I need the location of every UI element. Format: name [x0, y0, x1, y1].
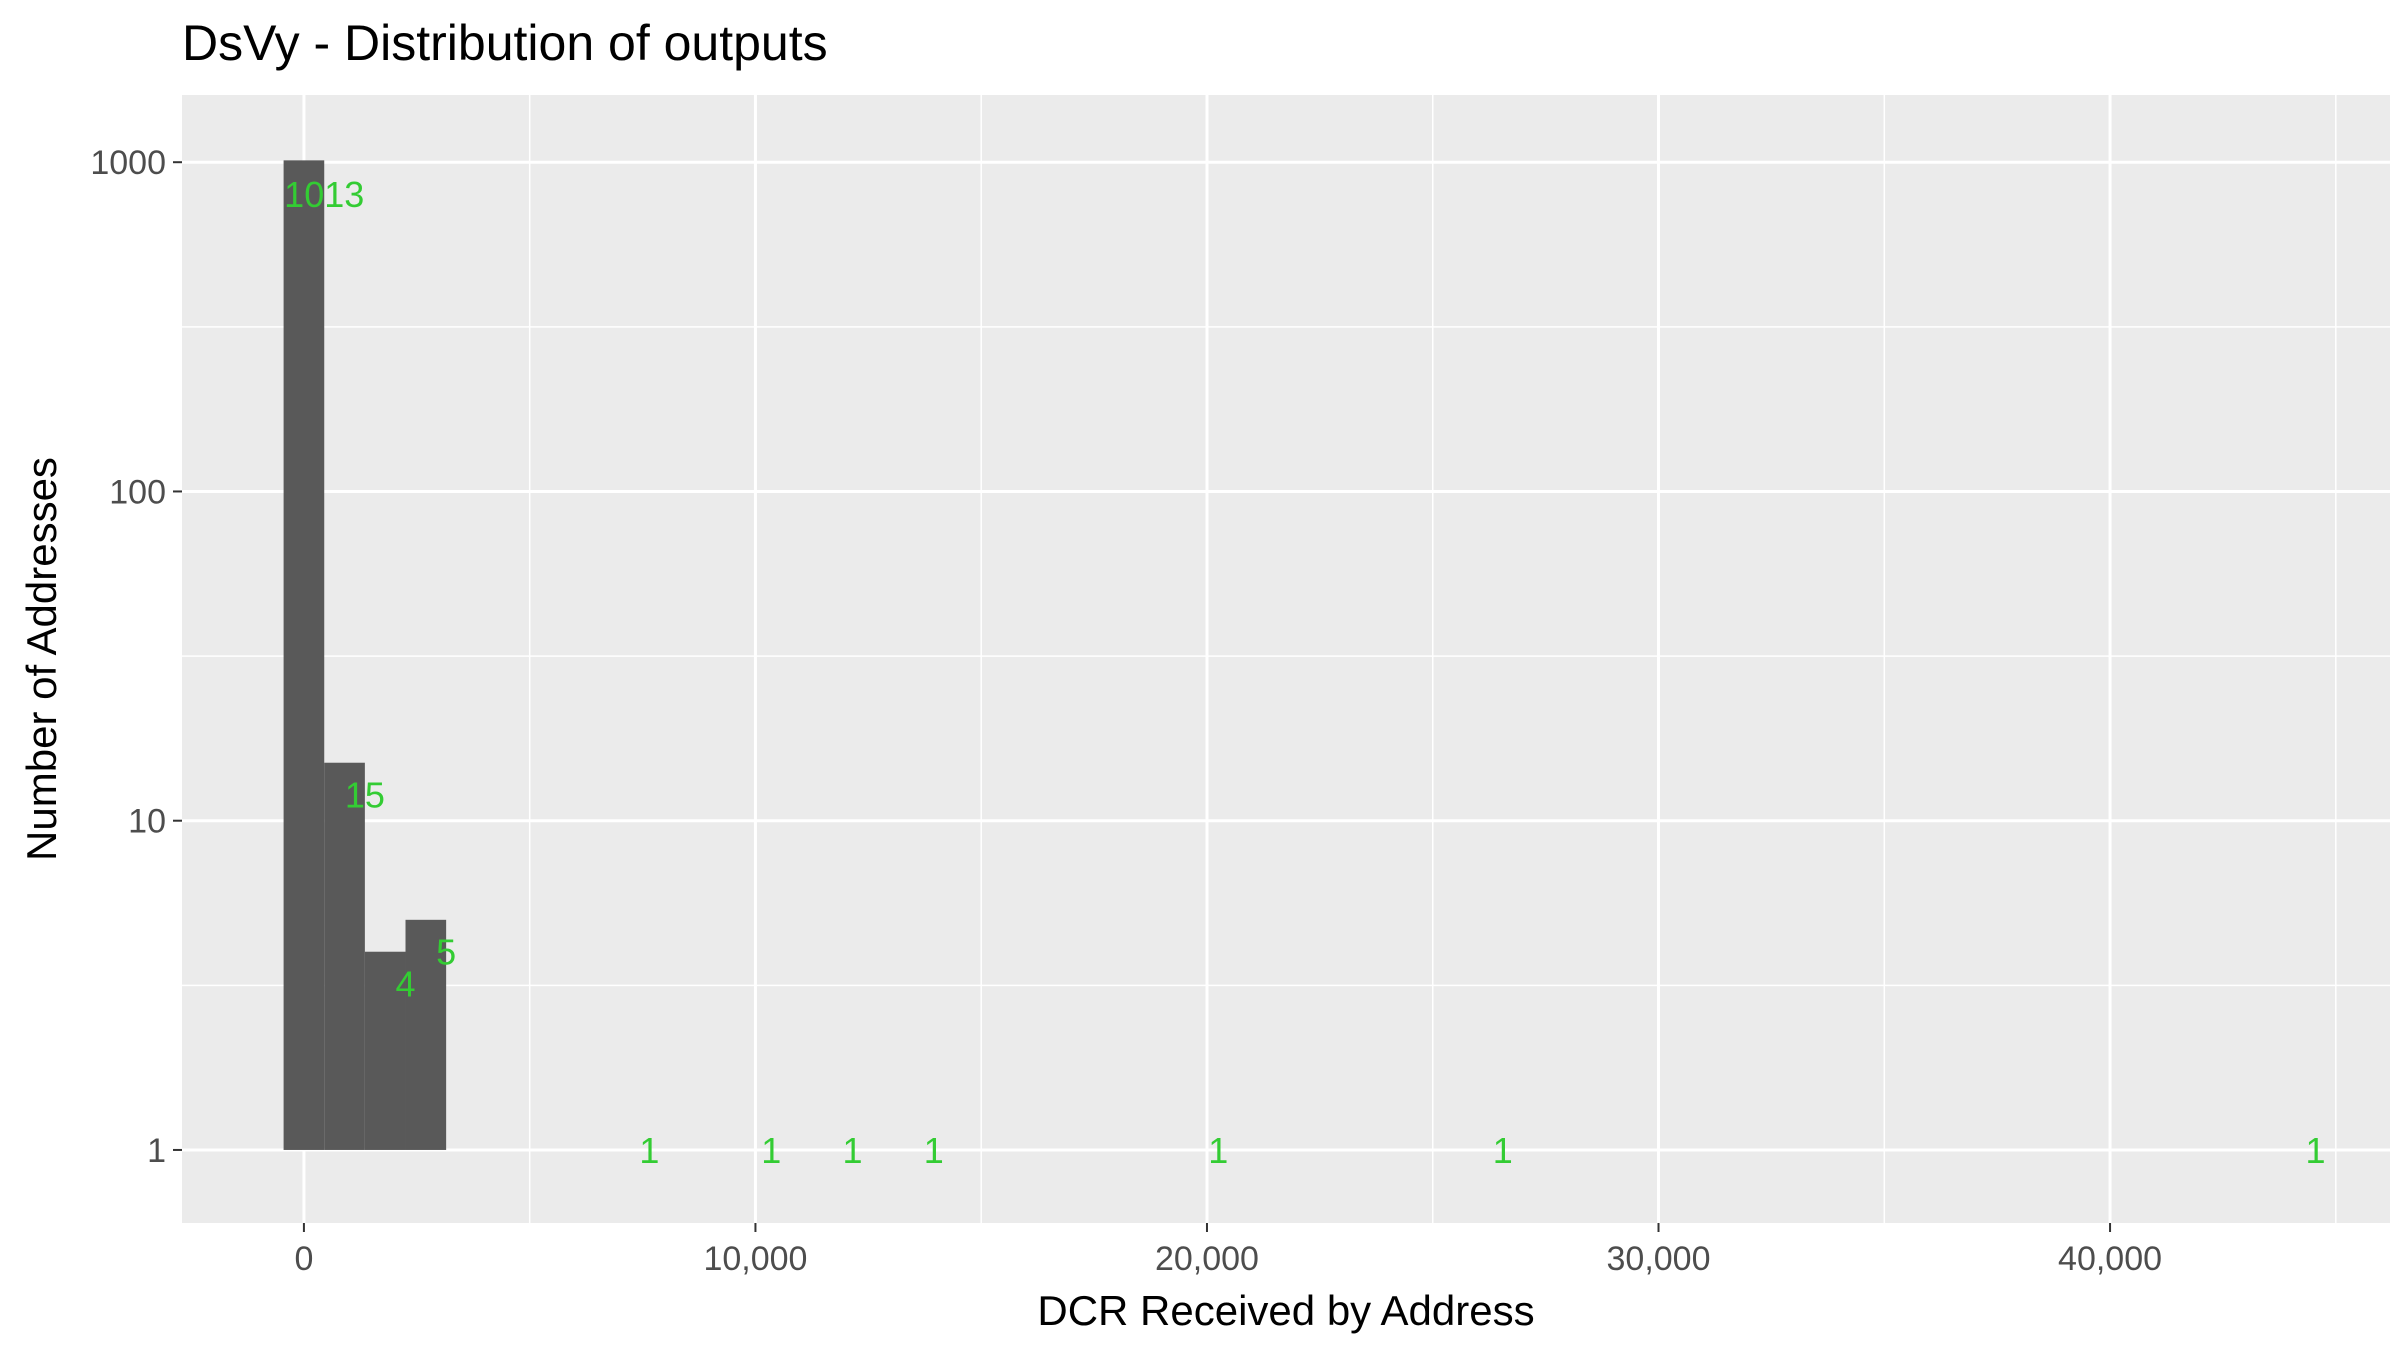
y-axis: 1 10 100 1000	[90, 144, 182, 1170]
x-tick-label: 0	[294, 1240, 313, 1278]
chart-title: DsVy - Distribution of outputs	[182, 15, 828, 71]
bar-count-label: 4	[395, 964, 415, 1005]
histogram-bar	[283, 160, 325, 1150]
bar-count-label: 5	[436, 932, 456, 973]
x-tick-label: 10,000	[703, 1240, 807, 1278]
y-tick-label: 1000	[90, 144, 166, 182]
bar-count-label: 1	[1208, 1130, 1228, 1171]
bar-count-label: 1	[924, 1130, 944, 1171]
bar-count-label: 1013	[284, 174, 364, 215]
bar-count-label: 1	[843, 1130, 863, 1171]
grid-minor	[182, 95, 2390, 1223]
x-tick-label: 20,000	[1155, 1240, 1259, 1278]
bar-count-label: 15	[345, 775, 385, 816]
bar-labels: 1013 15 45 1 1 1 1 1 1 1	[284, 174, 2325, 1171]
y-tick-label: 1	[147, 1132, 166, 1170]
y-axis-title: Number of Addresses	[18, 457, 65, 861]
plot-panel	[182, 95, 2390, 1223]
histogram-bar	[405, 919, 447, 1150]
y-tick-label: 10	[128, 803, 166, 841]
histogram-bar	[364, 951, 406, 1150]
y-tick-label: 100	[109, 473, 166, 511]
x-tick-label: 40,000	[2058, 1240, 2162, 1278]
bar-count-label: 1	[1493, 1130, 1513, 1171]
bar-count-label: 1	[2305, 1130, 2325, 1171]
x-tick-label: 30,000	[1607, 1240, 1711, 1278]
grid-major	[182, 95, 2390, 1223]
x-axis-title: DCR Received by Address	[1037, 1287, 1534, 1334]
bar-count-label: 1	[639, 1130, 659, 1171]
bars	[283, 160, 447, 1150]
bar-count-label: 1	[761, 1130, 781, 1171]
x-axis: 0 10,000 20,000 30,000 40,000	[294, 1223, 2162, 1278]
histogram-bar	[324, 762, 365, 1150]
